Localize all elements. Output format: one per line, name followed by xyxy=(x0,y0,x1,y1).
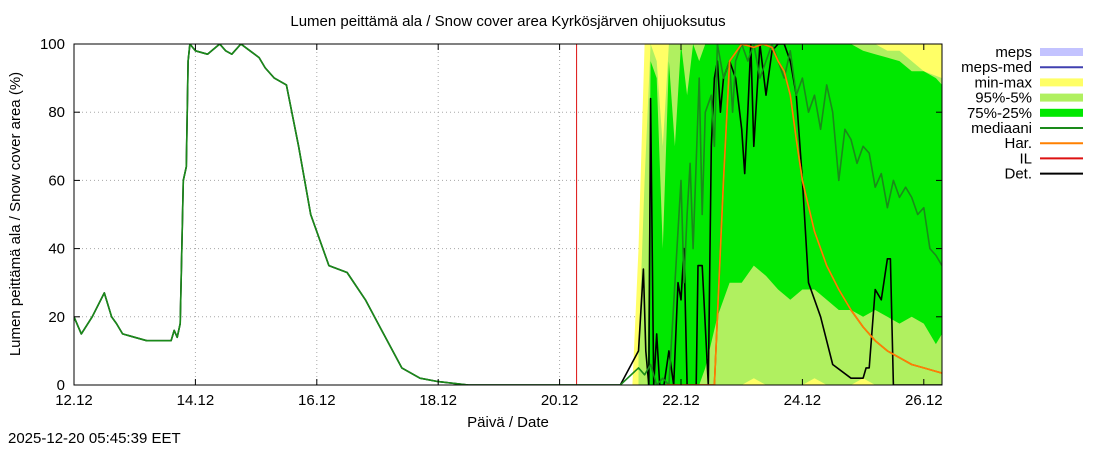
legend-label-p75: 75%-25% xyxy=(967,105,1032,122)
legend-label-p95: 95%-5% xyxy=(975,90,1032,107)
legend-label-median: mediaani xyxy=(971,120,1032,137)
x-axis-label: Päivä / Date xyxy=(467,414,549,431)
x-tick-label: 22.12 xyxy=(662,392,700,409)
y-tick-label: 60 xyxy=(48,172,65,189)
series-lines xyxy=(74,44,942,385)
x-tick-label: 16.12 xyxy=(298,392,336,409)
x-tick-label: 26.12 xyxy=(905,392,943,409)
y-tick-label: 100 xyxy=(40,36,65,53)
legend-label-har: Har. xyxy=(1004,135,1032,152)
y-tick-label: 40 xyxy=(48,241,65,258)
timestamp: 2025-12-20 05:45:39 EET xyxy=(8,430,181,447)
plot-frame xyxy=(73,43,943,386)
x-tick-label: 14.12 xyxy=(177,392,215,409)
chart-title: Lumen peittämä ala / Snow cover area Kyr… xyxy=(290,13,725,30)
legend-swatch-minmax xyxy=(1040,78,1083,87)
axes xyxy=(73,43,943,386)
legend-label-meps: meps xyxy=(995,44,1032,61)
y-tick-label: 0 xyxy=(57,377,65,394)
legend-label-det: Det. xyxy=(1004,166,1032,183)
legend-label-meps_med: meps-med xyxy=(961,59,1032,76)
legend: mepsmeps-medmin-max95%-5%75%-25%mediaani… xyxy=(961,44,1083,183)
y-axis-label: Lumen peittämä ala / Snow cover area (%) xyxy=(7,72,24,356)
tick-labels: 0 20 40 60 80 100 12.12 14.12 16.12 18.12 20.12 22.… xyxy=(40,36,943,409)
x-tick-label: 12.12 xyxy=(55,392,93,409)
x-tick-label: 18.12 xyxy=(419,392,457,409)
legend-swatch-meps xyxy=(1040,48,1083,56)
band-75-25- xyxy=(647,44,942,385)
legend-swatch-p95 xyxy=(1040,93,1083,102)
series-line-har- xyxy=(665,44,942,385)
y-tick-label: 80 xyxy=(48,104,65,121)
legend-label-minmax: min-max xyxy=(974,74,1032,91)
legend-swatch-p75 xyxy=(1040,108,1083,117)
y-tick-label: 20 xyxy=(48,309,65,326)
series-line-mediaani xyxy=(74,44,942,385)
x-tick-label: 24.12 xyxy=(784,392,822,409)
legend-label-il: IL xyxy=(1019,150,1032,167)
x-tick-label: 20.12 xyxy=(541,392,579,409)
